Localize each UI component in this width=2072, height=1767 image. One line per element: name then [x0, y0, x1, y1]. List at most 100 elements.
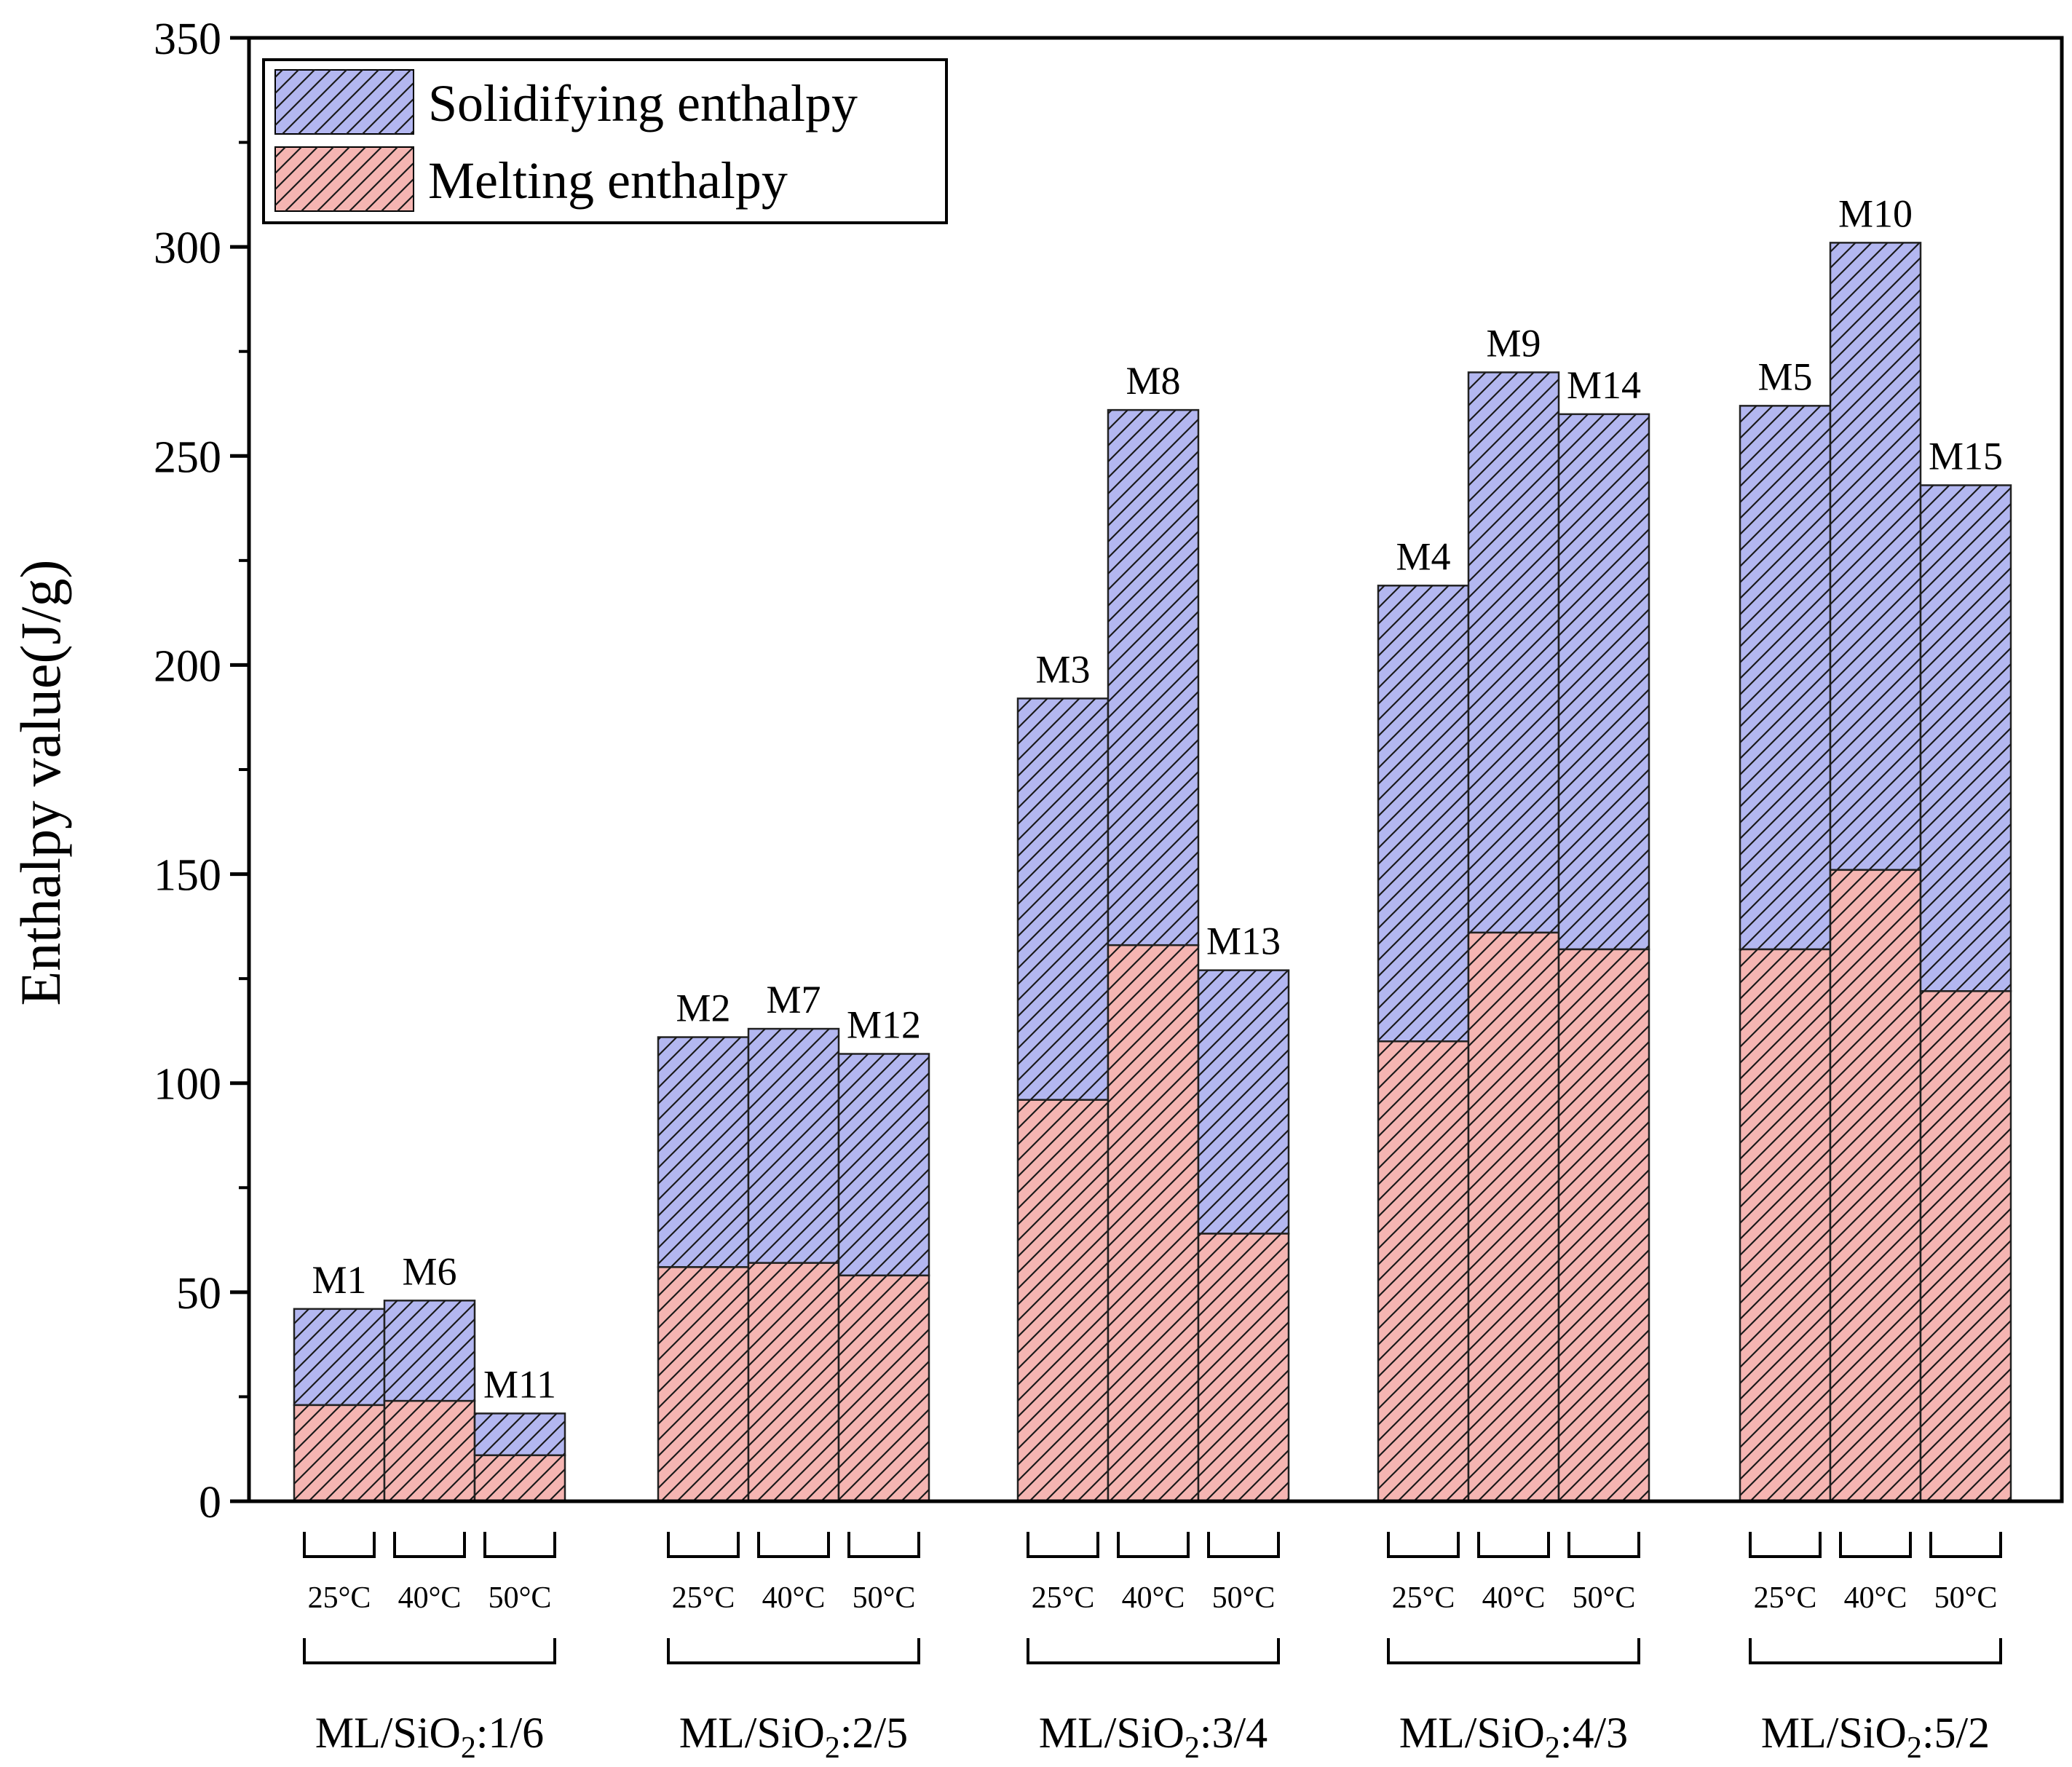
bar-m13: M13 50°C — [1197, 920, 1290, 1615]
bar-hatch-solidifying-m3 — [1018, 698, 1108, 1100]
bar-m15: M15 50°C — [1919, 434, 2012, 1615]
bar-hatch-melting-m7 — [748, 1262, 839, 1501]
bar-hatch-melting-m4 — [1378, 1041, 1468, 1501]
bar-hatch-solidifying-m8 — [1108, 410, 1198, 946]
temp-label: 25°C — [308, 1581, 371, 1615]
y-tick-label-350: 350 — [154, 15, 221, 64]
legend-label-melting: Melting enthalpy — [428, 151, 788, 210]
y-tick-label-200: 200 — [154, 641, 221, 691]
bar-label-m1: M1 — [312, 1258, 366, 1302]
axes-layer: 0 50 100 150 200 250 300 350 — [154, 15, 2064, 1527]
temp-label: 50°C — [1573, 1581, 1636, 1615]
bar-group-1: M1 25°C M6 40°C M11 50°C ML/SiO2:1/6 — [293, 1249, 566, 1765]
group-label: ML/SiO2:2/5 — [679, 1709, 908, 1765]
legend-item-melting: Melting enthalpy — [274, 146, 788, 212]
temp-bracket — [1387, 1532, 1460, 1558]
bar-group-4: M4 25°C M9 40°C M14 50°C ML/SiO2:4/3 — [1377, 321, 1650, 1765]
bar-m10: M10 40°C — [1829, 191, 1922, 1615]
legend-item-solidifying: Solidifying enthalpy — [274, 69, 858, 135]
bar-hatch-solidifying-m15 — [1921, 485, 2011, 992]
y-tick-label-50: 50 — [176, 1269, 221, 1319]
group-label: ML/SiO2:1/6 — [315, 1709, 544, 1765]
group-label: ML/SiO2:3/4 — [1039, 1709, 1268, 1765]
bar-hatch-solidifying-m12 — [839, 1054, 929, 1276]
legend: Solidifying enthalpy Melting enthalpy — [262, 58, 948, 224]
temp-label: 40°C — [1844, 1581, 1907, 1615]
bar-m12: M12 50°C — [837, 1003, 930, 1615]
group-bracket — [667, 1638, 920, 1664]
temp-bracket — [847, 1532, 920, 1558]
temp-bracket — [393, 1532, 466, 1558]
y-axis-title: Enthalpy value(J/g) — [9, 560, 72, 1006]
bar-hatch-melting-m5 — [1740, 949, 1830, 1501]
bar-label-m7: M7 — [766, 978, 821, 1021]
bar-group-5: M5 25°C M10 40°C M15 50°C ML/SiO2:5/2 — [1739, 191, 2012, 1765]
temp-label: 25°C — [672, 1581, 735, 1615]
y-tick-label-100: 100 — [154, 1060, 221, 1110]
bar-hatch-solidifying-m10 — [1830, 242, 1921, 870]
temp-label: 40°C — [762, 1581, 826, 1615]
bar-hatch-solidifying-m11 — [475, 1413, 565, 1455]
bar-m9: M9 40°C — [1467, 321, 1560, 1615]
bar-hatch-solidifying-m2 — [658, 1037, 748, 1268]
bar-m8: M8 40°C — [1107, 359, 1200, 1615]
bar-hatch-solidifying-m9 — [1468, 372, 1559, 933]
bar-m1: M1 25°C — [293, 1258, 386, 1615]
temp-bracket — [1117, 1532, 1190, 1558]
y-tick-label-300: 300 — [154, 224, 221, 273]
group-bracket — [1387, 1638, 1640, 1664]
temp-bracket — [1207, 1532, 1280, 1558]
temp-label: 50°C — [853, 1581, 916, 1615]
temp-bracket — [667, 1532, 740, 1558]
bar-hatch-solidifying-m14 — [1559, 414, 1649, 949]
temp-label: 50°C — [1934, 1581, 1998, 1615]
temp-label: 25°C — [1754, 1581, 1817, 1615]
bar-hatch-melting-m2 — [658, 1267, 748, 1501]
temp-bracket — [483, 1532, 556, 1558]
bar-hatch-melting-m3 — [1018, 1099, 1108, 1501]
temp-bracket — [1749, 1532, 1822, 1558]
bar-label-m11: M11 — [483, 1362, 556, 1406]
bar-hatch-melting-m11 — [475, 1455, 565, 1501]
group-bracket — [1027, 1638, 1280, 1664]
temp-bracket — [1567, 1532, 1640, 1558]
bars-layer: M1 25°C M6 40°C M11 50°C ML/SiO2:1/6 M2 25°C M7 40… — [293, 191, 2012, 1765]
temp-label: 50°C — [1212, 1581, 1276, 1615]
temp-bracket — [1027, 1532, 1099, 1558]
bar-hatch-melting-m13 — [1198, 1233, 1289, 1501]
bar-label-m6: M6 — [402, 1249, 456, 1293]
temp-bracket — [1477, 1532, 1550, 1558]
bar-hatch-solidifying-m13 — [1198, 970, 1289, 1234]
y-tick-label-250: 250 — [154, 432, 221, 482]
bar-hatch-melting-m6 — [384, 1401, 475, 1501]
legend-swatch-melting-hatch — [275, 147, 414, 211]
temp-label: 50°C — [489, 1581, 552, 1615]
temp-bracket — [757, 1532, 830, 1558]
bar-label-m15: M15 — [1929, 434, 2003, 478]
bar-label-m12: M12 — [847, 1003, 921, 1047]
bar-m4: M4 25°C — [1377, 534, 1470, 1615]
bar-hatch-solidifying-m4 — [1378, 585, 1468, 1042]
bar-m2: M2 25°C — [657, 987, 750, 1615]
group-bracket — [303, 1638, 556, 1664]
bar-label-m9: M9 — [1486, 321, 1541, 365]
bar-label-m10: M10 — [1838, 191, 1913, 235]
bar-hatch-melting-m15 — [1921, 991, 2011, 1501]
legend-label-solidifying: Solidifying enthalpy — [428, 74, 858, 133]
temp-label: 40°C — [398, 1581, 462, 1615]
temp-label: 25°C — [1032, 1581, 1095, 1615]
y-tick-label-150: 150 — [154, 851, 221, 901]
bar-label-m2: M2 — [676, 987, 730, 1030]
group-label: ML/SiO2:5/2 — [1761, 1709, 1990, 1765]
temp-bracket — [303, 1532, 376, 1558]
bar-m5: M5 25°C — [1739, 355, 1832, 1615]
temp-label: 25°C — [1392, 1581, 1455, 1615]
bar-m3: M3 25°C — [1016, 647, 1110, 1615]
bar-label-m13: M13 — [1206, 920, 1281, 963]
temp-label: 40°C — [1122, 1581, 1185, 1615]
bar-m6: M6 40°C — [383, 1249, 476, 1615]
temp-label: 40°C — [1482, 1581, 1546, 1615]
bar-hatch-solidifying-m1 — [294, 1308, 384, 1405]
bar-label-m5: M5 — [1757, 355, 1812, 398]
